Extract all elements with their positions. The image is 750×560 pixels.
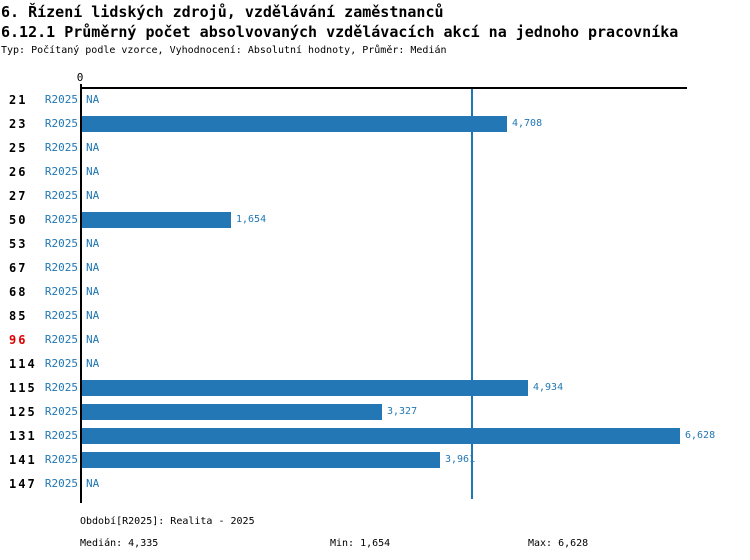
row-na-label: NA (86, 309, 100, 322)
row-series-label: R2025 (44, 381, 78, 394)
row-category-label: 23 (9, 117, 28, 131)
row-category-label: 141 (9, 453, 37, 467)
row-series-label: R2025 (44, 261, 78, 274)
row-category-label: 50 (9, 213, 28, 227)
row-series-label: R2025 (44, 189, 78, 202)
row-na-label: NA (86, 141, 100, 154)
row-category-label: 68 (9, 285, 28, 299)
chart-subtitle: Typ: Počítaný podle vzorce, Vyhodnocení:… (1, 45, 447, 56)
row-series-label: R2025 (44, 93, 78, 106)
bar-value-label: 3,961 (445, 454, 476, 465)
row-category-label: 21 (9, 93, 28, 107)
row-category-label: 96 (9, 333, 28, 347)
row-category-label: 131 (9, 429, 37, 443)
row-series-label: R2025 (44, 117, 78, 130)
row-series-label: R2025 (44, 309, 78, 322)
row-series-label: R2025 (44, 453, 78, 466)
row-series-label: R2025 (44, 141, 78, 154)
row-na-label: NA (86, 165, 100, 178)
row-category-label: 114 (9, 357, 37, 371)
bar (82, 212, 231, 228)
bar (82, 452, 440, 468)
footer-median-stat: Medián: 4,335 (80, 538, 159, 549)
row-category-label: 125 (9, 405, 37, 419)
bar (82, 116, 507, 132)
row-na-label: NA (86, 93, 100, 106)
report-section-title: 6. Řízení lidských zdrojů, vzdělávání za… (1, 3, 444, 21)
row-na-label: NA (86, 477, 100, 490)
row-na-label: NA (86, 333, 100, 346)
y-axis-line (80, 84, 82, 503)
row-series-label: R2025 (44, 237, 78, 250)
median-reference-line (471, 89, 473, 499)
row-na-label: NA (86, 261, 100, 274)
bar (82, 428, 680, 444)
bar-value-label: 4,934 (533, 382, 564, 393)
chart-title: 6.12.1 Průměrný počet absolvovaných vzdě… (1, 23, 679, 41)
row-category-label: 26 (9, 165, 28, 179)
x-axis-line (80, 87, 687, 89)
footer-period-label: Období[R2025]: Realita - 2025 (80, 516, 255, 527)
row-na-label: NA (86, 189, 100, 202)
row-na-label: NA (86, 237, 100, 250)
row-series-label: R2025 (44, 165, 78, 178)
row-category-label: 85 (9, 309, 28, 323)
bar-value-label: 6,628 (685, 430, 716, 441)
row-category-label: 115 (9, 381, 37, 395)
row-category-label: 53 (9, 237, 28, 251)
row-category-label: 67 (9, 261, 28, 275)
row-category-label: 25 (9, 141, 28, 155)
bar (82, 380, 528, 396)
row-series-label: R2025 (44, 357, 78, 370)
row-category-label: 147 (9, 477, 37, 491)
bar-value-label: 3,327 (387, 406, 418, 417)
row-series-label: R2025 (44, 285, 78, 298)
row-na-label: NA (86, 285, 100, 298)
row-series-label: R2025 (44, 405, 78, 418)
row-series-label: R2025 (44, 429, 78, 442)
row-category-label: 27 (9, 189, 28, 203)
row-series-label: R2025 (44, 477, 78, 490)
row-na-label: NA (86, 357, 100, 370)
bar-value-label: 1,654 (236, 214, 267, 225)
bar (82, 404, 382, 420)
row-series-label: R2025 (44, 333, 78, 346)
bar-value-label: 4,708 (512, 118, 543, 129)
footer-min-stat: Min: 1,654 (330, 538, 391, 549)
x-axis-zero-tick-label: 0 (76, 71, 84, 84)
footer-max-stat: Max: 6,628 (528, 538, 589, 549)
row-series-label: R2025 (44, 213, 78, 226)
